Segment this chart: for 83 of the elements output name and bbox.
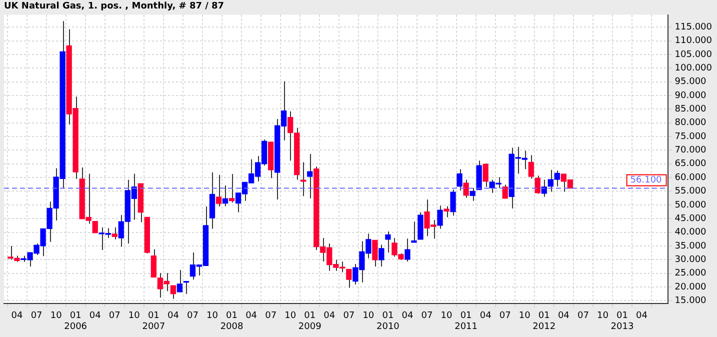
candlestick [222,185,228,207]
candlestick [346,268,352,288]
candlestick [372,240,378,267]
y-tick-label: 70.000 [674,146,707,156]
y-tick-label: 15.000 [674,296,707,306]
x-tick-label: 04 [558,311,570,322]
candlestick [300,162,306,197]
candlestick [502,184,508,200]
y-tick-label: 75.000 [674,132,707,142]
y-tick-label: 20.000 [674,282,707,292]
x-tick-label: 10 [440,311,453,322]
candlestick [307,154,313,199]
candlestick [463,179,469,198]
y-tick-label: 105.000 [674,50,712,60]
x-tick-label: 07 [499,311,511,322]
candlestick [534,175,540,194]
y-tick-label: 80.000 [674,118,707,128]
x-tick-label: 10 [518,311,531,322]
candlestick [176,270,183,292]
x-tick-label: 01 2009 [298,311,322,332]
x-tick-label: 07 [265,311,277,322]
candlestick [385,230,391,254]
y-tick-label: 90.000 [674,90,707,101]
y-tick-label: 30.000 [674,254,707,265]
candlestick [482,162,488,188]
y-tick-label: 110.000 [674,36,712,46]
x-tick-label: 04 [324,311,336,322]
x-tick-label: 10 [50,311,62,322]
x-tick-label: 01 2011 [454,311,478,332]
x-tick-label: 01 2013 [610,311,634,332]
candlestick [150,248,157,278]
y-tick-label: 95.000 [674,77,707,88]
y-tick-label: 45.000 [674,214,707,224]
candlestick [404,238,410,262]
candlestick [450,189,456,216]
x-tick-label: 04 [480,311,492,322]
candlestick [470,187,476,202]
y-tick-label: 85.000 [674,104,707,115]
x-tick-label: 07 [343,311,355,322]
x-tick-label: 07 [186,311,198,322]
y-tick-label: 60.000 [674,172,707,183]
x-tick-label: 07 [108,311,120,322]
candlestick [112,226,118,240]
candlestick [437,205,443,230]
candlestick [444,206,450,218]
x-tick-label: 10 [596,311,609,322]
y-tick-label: 25.000 [674,268,707,279]
x-tick-label: 07 [30,311,42,322]
candlestick [541,179,547,198]
x-tick-label: 04 [636,311,648,322]
ref-line-label: 56.100 [630,176,662,186]
x-tick-label: 10 [284,311,296,322]
x-tick-label: 01 2010 [376,311,400,332]
x-tick-label: 04 [246,311,258,322]
candlestick [92,221,98,234]
candlestick [170,285,176,300]
x-tick-label: 10 [206,311,218,322]
y-tick-label: 65.000 [674,159,707,170]
y-tick-label: 115.000 [674,22,712,32]
x-tick-label: 07 [577,311,589,322]
candlestick [216,174,222,208]
candlestick [528,154,534,180]
x-tick-label: 04 [11,311,24,322]
x-tick-label: 04 [402,311,414,322]
x-tick-label: 04 [89,311,102,322]
x-tick-label: 10 [128,311,140,322]
y-tick-label: 50.000 [674,200,707,210]
y-tick-label: 100.000 [674,63,712,74]
chart-title: UK Natural Gas, 1. pos. , Monthly, # 87 / 87 [4,2,224,12]
x-tick-label: 01 2008 [220,311,244,332]
x-tick-label: 10 [362,311,374,322]
x-tick-label: 01 2007 [142,311,166,332]
candlestick [228,174,235,203]
x-tick-label: 07 [421,311,433,322]
y-tick-label: 35.000 [674,241,707,252]
candlestick [411,221,417,243]
x-tick-label: 04 [167,311,180,322]
candlestick [456,168,462,191]
candlestick [378,244,384,267]
y-tick-label: 55.000 [674,186,707,197]
x-tick-label: 01 2006 [64,311,88,332]
x-tick-label: 01 2012 [532,311,556,332]
y-tick-label: 40.000 [674,228,707,238]
